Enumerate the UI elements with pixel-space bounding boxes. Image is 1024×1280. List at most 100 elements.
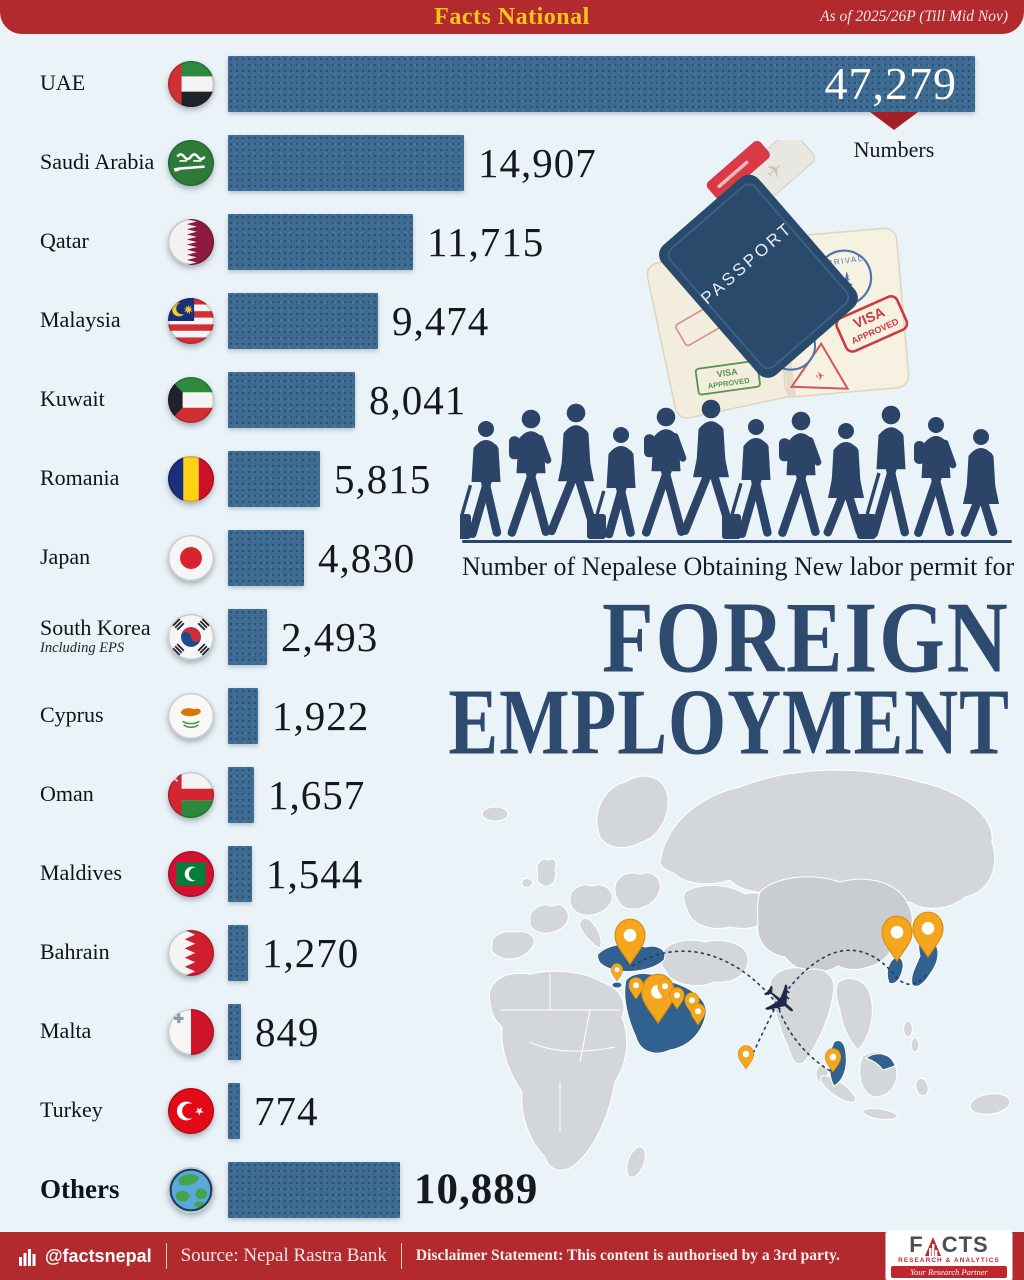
country-label: Romania (40, 465, 120, 491)
country-label: Maldives (40, 860, 122, 886)
bar-area: 47,279 (228, 55, 1024, 112)
map-pin-icon (669, 987, 685, 1010)
map-pin-icon (881, 915, 913, 963)
chart-row: Maldives 1,544 (0, 834, 1024, 913)
bar-value-label: 1,922 (272, 692, 370, 739)
map-pin-icon (657, 978, 673, 1001)
passport-cover: PASSPORT (659, 174, 858, 378)
destination-map: ✈ (481, 769, 1011, 1178)
flag-globe-icon (168, 1166, 214, 1213)
flag-kuwait-icon (168, 376, 214, 423)
country-label: Bahrain (40, 939, 110, 965)
flag-south_korea-icon (168, 613, 214, 660)
country-label: Qatar (40, 228, 89, 254)
bar (228, 766, 254, 823)
bar (228, 1082, 240, 1139)
divider (165, 1243, 167, 1269)
bar (228, 687, 258, 744)
chart-row: South Korea Including EPS 2,493 (0, 597, 1024, 676)
page-title: Facts National (434, 3, 590, 30)
chart-row: Saudi Arabia 14,907 (0, 123, 1024, 202)
bar-value-label: 11,715 (427, 218, 545, 265)
country-label: Japan (40, 544, 91, 570)
chart-row: Japan 4,830 (0, 518, 1024, 597)
headline-line1: FOREIGN (602, 582, 1010, 695)
bar-value-label: 849 (255, 1008, 320, 1055)
chart-row: Cyprus 1,922 (0, 676, 1024, 755)
flag-malta-icon (168, 1008, 214, 1055)
divider (400, 1243, 402, 1269)
bar-area: 1,657 (228, 766, 1024, 823)
flag-uae-icon (168, 60, 214, 107)
bar (228, 845, 252, 902)
date-note: As of 2025/26P (Till Mid Nov) (820, 8, 1008, 25)
country-label: Malta (40, 1018, 92, 1044)
bar-area: 4,830 (228, 529, 1024, 586)
bar-chart: UAE 47,279 Saudi Arabia 14,907 Qatar 11,715 Ma… (0, 44, 1024, 1229)
bar (228, 1003, 241, 1060)
social-handle: @factsnepal (18, 1246, 152, 1267)
bar-value-label: 774 (254, 1087, 319, 1134)
country-label: Turkey (40, 1097, 103, 1123)
map-pin-icon (912, 911, 944, 959)
facts-logo-word: F CTS (909, 1232, 989, 1257)
bar: 47,279 (228, 55, 975, 112)
bar (228, 292, 378, 349)
passport-illustration: ARRIVAL ✈ VISA APPROVED ✈ VISA APPROVED … (646, 140, 910, 419)
bar-area: 2,493 (228, 608, 1024, 665)
country-label: Oman (40, 781, 94, 807)
flag-oman-icon (168, 771, 214, 818)
footer-bar: @factsnepal Source: Nepal Rastra Bank Di… (0, 1231, 1024, 1280)
bar-area: 8,041 (228, 371, 1024, 428)
bar (228, 924, 248, 981)
numbers-label: Numbers (853, 137, 935, 162)
bar-area: 1,544 (228, 845, 1024, 902)
bar (228, 134, 464, 191)
bar-area: 14,907 (228, 134, 1024, 191)
bar-area: 5,815 (228, 450, 1024, 507)
chart-row: Others 10,889 (0, 1150, 1024, 1229)
migrant-workers-silhouette (460, 399, 1012, 543)
svg-text:VISA: VISA (716, 366, 739, 379)
bar (228, 450, 320, 507)
bar-value-label: 5,815 (334, 455, 432, 502)
flag-turkey-icon (168, 1087, 214, 1134)
bar-value-label: 9,474 (392, 297, 490, 344)
bar-area: 9,474 (228, 292, 1024, 349)
flag-cyprus-icon (168, 692, 214, 739)
flag-bahrain-icon (168, 929, 214, 976)
chart-row: UAE 47,279 (0, 44, 1024, 123)
headline-line2: EMPLOYMENT (448, 669, 1010, 775)
triangle-chart-icon (924, 1237, 941, 1256)
bar-chart-icon (19, 1249, 36, 1266)
svg-text:✈: ✈ (815, 370, 826, 383)
source-text: Source: Nepal Rastra Bank (180, 1245, 387, 1266)
flag-romania-icon (168, 455, 214, 502)
flag-saudi-icon (168, 139, 214, 186)
bar (228, 1161, 400, 1218)
bar-value-label: 10,889 (414, 1166, 539, 1213)
map-pin-icon (628, 977, 644, 1000)
chart-row: Bahrain 1,270 (0, 913, 1024, 992)
bar-area: 10,889 (228, 1161, 1024, 1218)
facts-logo-sub: RESEARCH & ANALYTICS (898, 1257, 1000, 1264)
chart-row: Romania 5,815 (0, 439, 1024, 518)
bar (228, 371, 355, 428)
chart-row: Qatar 11,715 (0, 202, 1024, 281)
bar-value-label: 14,907 (478, 139, 597, 186)
bar (228, 213, 413, 270)
country-label: Cyprus (40, 702, 104, 728)
map-pin-icon (737, 1045, 755, 1070)
bar-value-label: 47,279 (824, 58, 957, 109)
location-pins (610, 911, 944, 1073)
country-label: Kuwait (40, 386, 105, 412)
bar-value-label: 1,544 (266, 850, 364, 897)
arrow-down-icon (870, 112, 918, 130)
chart-row: Malaysia 9,474 (0, 281, 1024, 360)
numbers-callout: Numbers (846, 112, 942, 163)
bar-area: 849 (228, 1003, 1024, 1060)
bar-value-label: 1,270 (262, 929, 360, 976)
bar-area: 1,270 (228, 924, 1024, 981)
map-pin-icon (614, 918, 646, 966)
